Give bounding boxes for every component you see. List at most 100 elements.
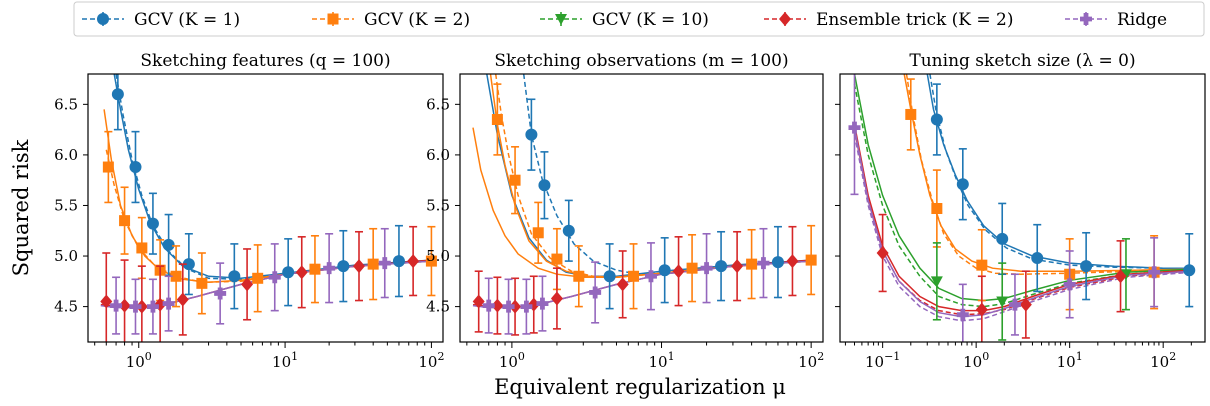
data-point [118, 298, 131, 313]
panels: Sketching features (q = 100) 4.5 5.0 5.5 6.0… [54, 51, 1206, 371]
panel-title: Sketching observations (m = 100) [494, 51, 788, 71]
legend-entry-ridge: Ridge [1065, 10, 1167, 30]
curve-ridge-solid [100, 260, 432, 309]
curve-ens-solid [472, 259, 812, 309]
y-tick-label: 4.5 [426, 298, 450, 316]
data-point [1114, 269, 1127, 284]
legend-marker [1080, 13, 1092, 25]
y-tick-label: 6.5 [54, 95, 78, 113]
panel-frame [459, 73, 824, 343]
curve-k2-solid [472, 127, 812, 279]
legend: GCV (K = 1) GCV (K = 2) GCV (K = 10) Ensemb… [73, 1, 1205, 37]
x-tick-label: 101 [1057, 350, 1083, 371]
legend-label: Ensemble trick (K = 2) [816, 10, 1014, 30]
data-point [786, 254, 799, 269]
x-tick-label: 100 [499, 350, 525, 371]
plot-area [100, 74, 437, 342]
data-point [509, 174, 521, 186]
legend-entry-k2: GCV (K = 2) [312, 10, 470, 30]
data-point [309, 263, 321, 275]
data-point [1019, 297, 1032, 312]
data-point [129, 161, 142, 174]
data-point [628, 270, 640, 282]
curve-k10-solid [853, 74, 1192, 302]
data-point [509, 299, 522, 314]
data-point [589, 286, 602, 299]
data-point [214, 287, 227, 300]
data-point [532, 227, 544, 239]
data-point [520, 300, 533, 313]
data-point [976, 259, 988, 271]
series-ens [876, 213, 1127, 342]
data-point [536, 297, 549, 310]
data-point [975, 302, 988, 317]
x-tick-label: 101 [648, 350, 674, 371]
data-point [182, 258, 195, 271]
curve-k1-dashed [929, 74, 1192, 270]
data-point [686, 262, 698, 274]
data-point [176, 292, 189, 307]
y-tick-label: 5.5 [426, 196, 450, 214]
y-tick-label: 5.0 [426, 247, 450, 265]
data-point [196, 277, 208, 289]
data-point [805, 254, 817, 266]
data-point [956, 308, 969, 321]
data-point [111, 88, 124, 101]
data-point [407, 254, 420, 269]
series-k1 [111, 74, 405, 310]
data-point [931, 203, 943, 215]
curve-ens-solid [100, 259, 432, 309]
data-point [644, 270, 657, 283]
panel-1: Sketching features (q = 100) 4.5 5.0 5.5 6.0… [54, 51, 444, 371]
x-tick-label: 100 [126, 350, 152, 371]
data-point [996, 232, 1009, 245]
curve-ens-solid [853, 124, 1192, 312]
data-point [996, 296, 1009, 308]
data-point [425, 255, 437, 267]
legend-entry-k10: GCV (K = 10) [540, 10, 709, 30]
series-k1 [525, 98, 784, 310]
data-point [295, 265, 308, 280]
data-point [268, 271, 281, 284]
legend-label: Ridge [1117, 10, 1167, 30]
series-k10 [930, 238, 1132, 341]
y-tick-label: 5.5 [54, 196, 78, 214]
data-point [876, 246, 889, 261]
data-point [228, 270, 241, 283]
curve-k1-solid [113, 74, 432, 280]
data-point [848, 121, 861, 134]
data-point [146, 217, 159, 230]
series-ridge [482, 227, 770, 335]
panel-title: Tuning sketch size (λ = 0) [909, 51, 1135, 71]
x-tick-label: 10−1 [865, 350, 900, 371]
legend-marker [97, 13, 109, 25]
data-point [472, 294, 485, 309]
data-point [603, 270, 616, 283]
y-tick-label: 5.0 [54, 247, 78, 265]
y-tick-label: 4.5 [54, 298, 78, 316]
y-tick-label: 6.5 [426, 95, 450, 113]
legend-label: GCV (K = 1) [134, 10, 240, 30]
curve-k2-solid [903, 74, 1192, 272]
data-point [162, 297, 175, 310]
legend-frame [73, 1, 1205, 37]
data-point [146, 300, 159, 313]
data-point [905, 108, 917, 120]
data-point [616, 277, 629, 292]
data-point [1008, 298, 1021, 311]
data-point [1063, 278, 1076, 291]
curve-k2-dashed [105, 149, 432, 284]
data-point [551, 253, 563, 265]
data-point [1148, 266, 1161, 279]
data-point [930, 113, 943, 126]
curve-k1-dashed [522, 74, 812, 275]
data-point [491, 114, 503, 126]
data-point [731, 259, 744, 274]
curve-ridge-solid [853, 127, 1192, 318]
data-point [956, 178, 969, 191]
data-point [136, 242, 148, 254]
data-point [1119, 269, 1132, 281]
data-point [323, 262, 336, 275]
data-point [337, 260, 350, 273]
legend-marker [779, 12, 791, 26]
